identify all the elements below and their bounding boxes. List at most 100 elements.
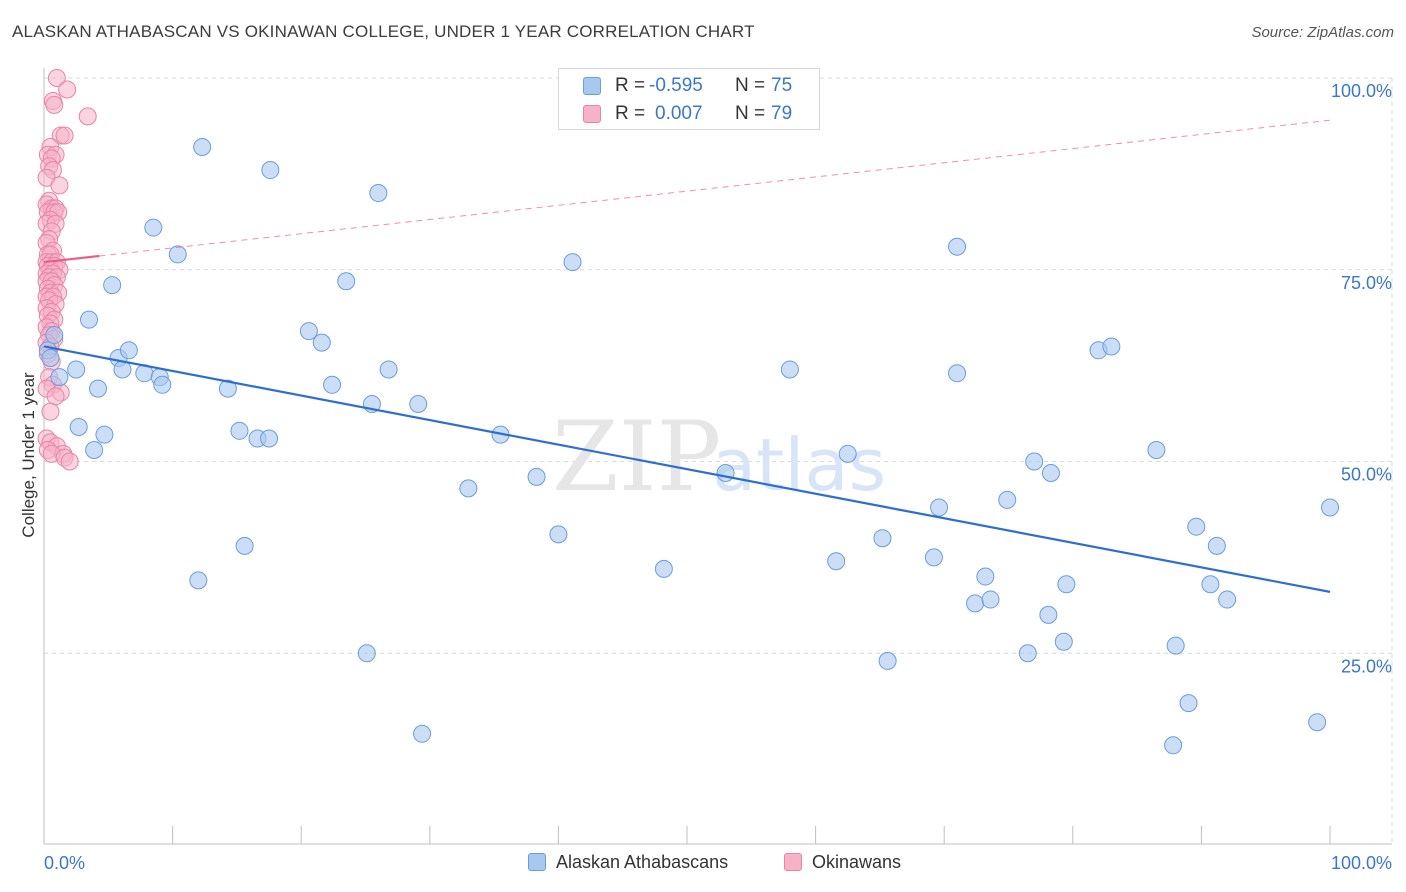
alaskan-athabascan-point xyxy=(85,440,104,459)
alaskan-athabascan-point xyxy=(1025,452,1044,471)
alaskan-athabascan-point xyxy=(780,360,799,379)
bottom-legend-label: Alaskan Athabascans xyxy=(556,852,729,872)
alaskan-athabascan-point xyxy=(873,529,892,548)
alaskan-athabascan-point xyxy=(144,218,163,237)
okinawan-point xyxy=(45,95,64,114)
alaskan-athabascan-point xyxy=(337,272,356,291)
alaskan-athabascan-point xyxy=(357,644,376,663)
alaskan-athabascan-point xyxy=(1207,536,1226,555)
legend-r-label: R = xyxy=(615,75,646,96)
legend-r-value: -0.595 xyxy=(649,75,703,96)
y-tick-label: 75.0% xyxy=(1341,273,1392,293)
alaskan-athabascan-point xyxy=(878,651,897,670)
alaskan-athabascan-point xyxy=(299,322,318,341)
alaskan-athabascan-point xyxy=(981,590,1000,609)
alaskan-athabascan-point xyxy=(948,364,967,383)
alaskan-athabascan-point xyxy=(654,559,673,578)
alaskan-athabascan-point xyxy=(1041,464,1060,483)
alaskan-athabascan-point xyxy=(1164,736,1183,755)
watermark: ZIP atlas xyxy=(552,401,886,513)
alaskan-athabascan-point xyxy=(1018,644,1037,663)
alaskan-athabascan-point xyxy=(1179,694,1198,713)
alaskan-athabascan-point xyxy=(323,375,342,394)
alaskan-athabascan-point xyxy=(45,325,64,344)
alaskan-athabascan-point xyxy=(998,490,1017,509)
okinawans-trend-line-dashed xyxy=(99,119,1331,257)
watermark-atlas: atlas xyxy=(712,423,886,507)
alaskan-athabascan-point xyxy=(459,479,478,498)
legend-r-label: R = xyxy=(615,103,646,124)
correlation-legend: R = -0.595 N = 75 R = 0.007 N = 79 xyxy=(558,68,820,130)
okinawans-trend-line-solid xyxy=(43,254,100,264)
alaskan-athabascans-trend-line xyxy=(43,345,1331,593)
alaskan-athabascan-point xyxy=(930,498,949,517)
alaskan-athabascan-point xyxy=(89,379,108,398)
alaskan-athabascan-point xyxy=(218,379,237,398)
alaskan-athabascan-point xyxy=(976,567,995,586)
legend-r-value: 0.007 xyxy=(655,103,703,124)
bottom-legend-swatch-blue xyxy=(528,853,546,871)
alaskan-athabascan-point xyxy=(235,536,254,555)
okinawan-point xyxy=(55,126,74,145)
alaskan-athabascan-point xyxy=(716,464,735,483)
alaskan-athabascan-point xyxy=(1054,632,1073,651)
alaskan-athabascan-point xyxy=(413,724,432,743)
alaskan-athabascan-point xyxy=(549,525,568,544)
alaskan-athabascan-point xyxy=(189,571,208,590)
alaskan-athabascan-point xyxy=(95,425,114,444)
x-tick-label: 100.0% xyxy=(1331,853,1392,873)
alaskan-athabascan-point xyxy=(1218,590,1237,609)
okinawan-point xyxy=(46,387,65,406)
alaskan-athabascan-point xyxy=(1201,575,1220,594)
legend-n-label: N = xyxy=(735,75,766,96)
alaskan-athabascan-point xyxy=(168,245,187,264)
alaskan-athabascan-point xyxy=(966,594,985,613)
bottom-legend-alaskan: Alaskan Athabascans xyxy=(528,852,728,873)
alaskan-athabascan-point xyxy=(50,368,69,387)
alaskan-athabascan-point xyxy=(1166,636,1185,655)
okinawan-point xyxy=(78,107,97,126)
okinawan-point xyxy=(58,80,77,99)
alaskan-athabascan-point xyxy=(261,161,280,180)
legend-n-value: 79 xyxy=(771,103,793,124)
alaskan-athabascan-point xyxy=(1187,517,1206,536)
y-tick-label: 50.0% xyxy=(1341,465,1392,485)
okinawans-points xyxy=(37,69,97,471)
alaskan-athabascan-point xyxy=(103,276,122,295)
alaskan-athabascan-point xyxy=(527,467,546,486)
y-tick-label: 100.0% xyxy=(1331,81,1392,101)
alaskan-athabascan-point xyxy=(409,394,428,413)
alaskan-athabascan-point xyxy=(69,417,88,436)
okinawan-point xyxy=(47,69,66,87)
bottom-legend-label: Okinawans xyxy=(812,852,902,872)
alaskan-athabascan-point xyxy=(369,184,388,203)
alaskan-athabascan-point xyxy=(41,348,60,367)
legend-n-value: 75 xyxy=(771,75,793,96)
alaskan-athabascan-point xyxy=(260,429,279,448)
alaskan-athabascan-point xyxy=(827,552,846,571)
y-tick-label: 25.0% xyxy=(1341,656,1392,676)
alaskan-athabascan-point xyxy=(1321,498,1339,517)
legend-n-label: N = xyxy=(735,103,766,124)
alaskan-athabascan-point xyxy=(1308,713,1327,732)
alaskan-athabascan-point xyxy=(153,375,172,394)
alaskan-athabascan-point xyxy=(230,421,249,440)
legend-swatch-blue xyxy=(583,77,601,95)
alaskan-athabascan-point xyxy=(119,341,138,360)
alaskan-athabascan-point xyxy=(67,360,86,379)
alaskan-athabascan-point xyxy=(379,360,398,379)
okinawan-point xyxy=(60,452,79,471)
alaskan-athabascan-point xyxy=(1057,575,1076,594)
x-tick-label: 0.0% xyxy=(44,853,85,873)
tick-labels: 25.0% 50.0% 75.0% 100.0% 0.0% 100.0% xyxy=(44,81,1392,873)
alaskan-athabascan-point xyxy=(312,333,331,352)
okinawan-point xyxy=(41,402,60,421)
legend-swatch-pink xyxy=(583,105,601,123)
source-credit: Source: ZipAtlas.com xyxy=(1251,24,1394,41)
bottom-legend-swatch-pink xyxy=(784,853,802,871)
trend-lines xyxy=(43,119,1331,593)
alaskan-athabascan-point xyxy=(948,237,967,256)
chart-title: ALASKAN ATHABASCAN VS OKINAWAN COLLEGE, … xyxy=(12,22,755,41)
alaskan-athabascan-point xyxy=(1039,605,1058,624)
